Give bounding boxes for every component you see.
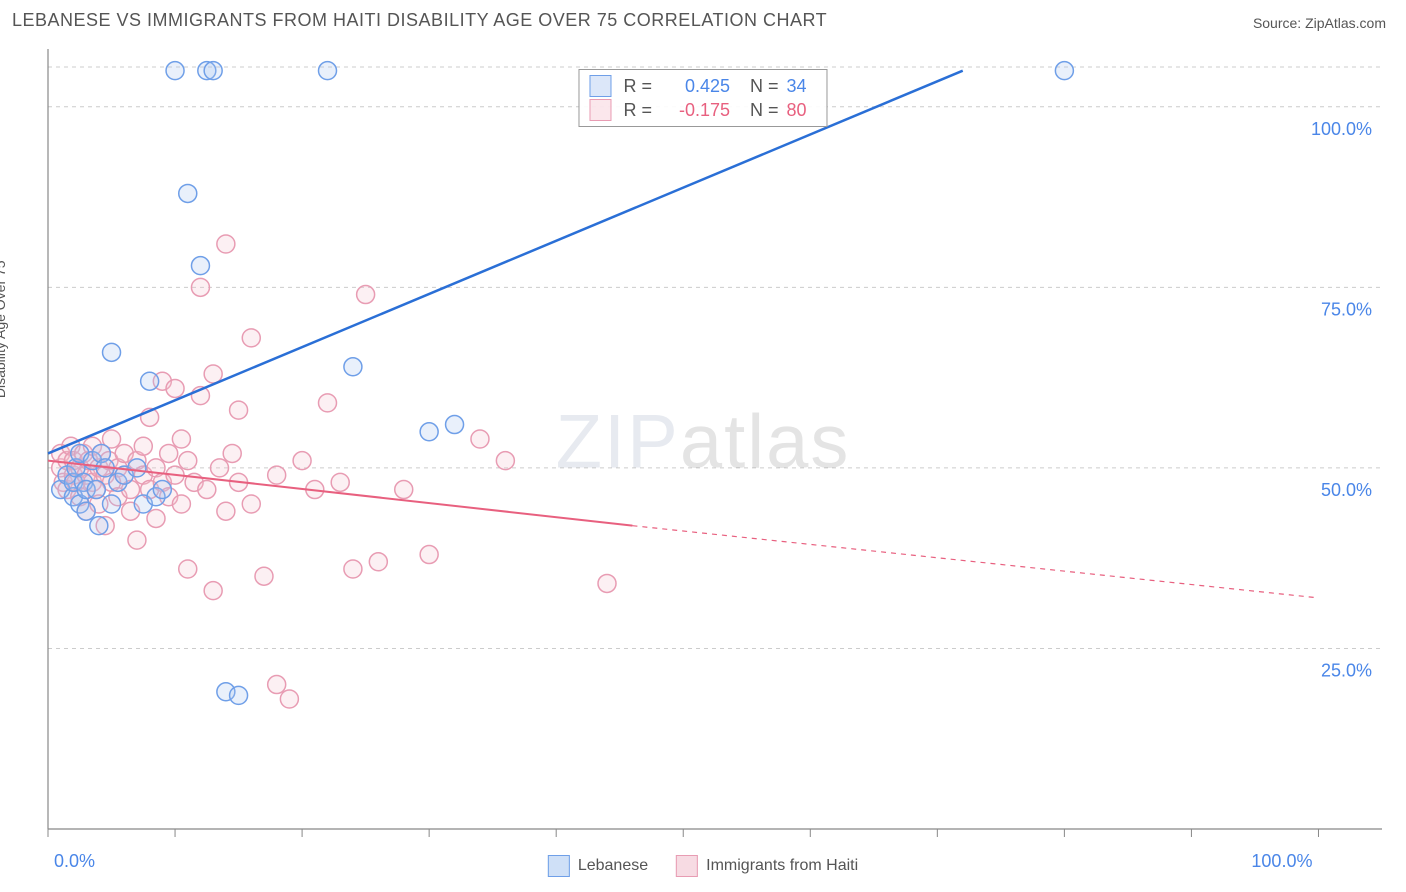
r-value: 0.425 bbox=[660, 76, 730, 97]
legend-swatch bbox=[676, 855, 698, 877]
svg-text:75.0%: 75.0% bbox=[1321, 299, 1372, 319]
svg-text:25.0%: 25.0% bbox=[1321, 660, 1372, 680]
scatter-chart: 25.0% 50.0% 75.0% 100.0% 0.0% 100.0% bbox=[12, 39, 1394, 879]
chart-header: LEBANESE VS IMMIGRANTS FROM HAITI DISABI… bbox=[0, 0, 1406, 39]
legend-swatch bbox=[548, 855, 570, 877]
n-value: 80 bbox=[787, 100, 817, 121]
legend-label: Immigrants from Haiti bbox=[706, 857, 858, 875]
svg-text:100.0%: 100.0% bbox=[1311, 119, 1372, 139]
n-label: N = bbox=[750, 100, 779, 121]
y-axis-label: Disability Age Over 75 bbox=[0, 260, 8, 398]
svg-text:50.0%: 50.0% bbox=[1321, 480, 1372, 500]
correlation-row: R = -0.175 N = 80 bbox=[589, 98, 816, 122]
legend-swatch bbox=[589, 99, 611, 121]
svg-text:0.0%: 0.0% bbox=[54, 851, 95, 871]
series-legend: Lebanese Immigrants from Haiti bbox=[548, 855, 858, 877]
n-label: N = bbox=[750, 76, 779, 97]
legend-item: Immigrants from Haiti bbox=[676, 855, 858, 877]
correlation-legend: R = 0.425 N = 34 R = -0.175 N = 80 bbox=[578, 69, 827, 127]
source-label: Source: ZipAtlas.com bbox=[1253, 15, 1386, 31]
n-value: 34 bbox=[787, 76, 817, 97]
r-value: -0.175 bbox=[660, 100, 730, 121]
legend-item: Lebanese bbox=[548, 855, 648, 877]
legend-label: Lebanese bbox=[578, 857, 648, 875]
r-label: R = bbox=[623, 76, 652, 97]
correlation-row: R = 0.425 N = 34 bbox=[589, 74, 816, 98]
chart-area: Disability Age Over 75 25.0%50.0%75.0%10… bbox=[12, 39, 1394, 879]
chart-title: LEBANESE VS IMMIGRANTS FROM HAITI DISABI… bbox=[12, 10, 827, 31]
r-label: R = bbox=[623, 100, 652, 121]
legend-swatch bbox=[589, 75, 611, 97]
svg-text:100.0%: 100.0% bbox=[1251, 851, 1312, 871]
